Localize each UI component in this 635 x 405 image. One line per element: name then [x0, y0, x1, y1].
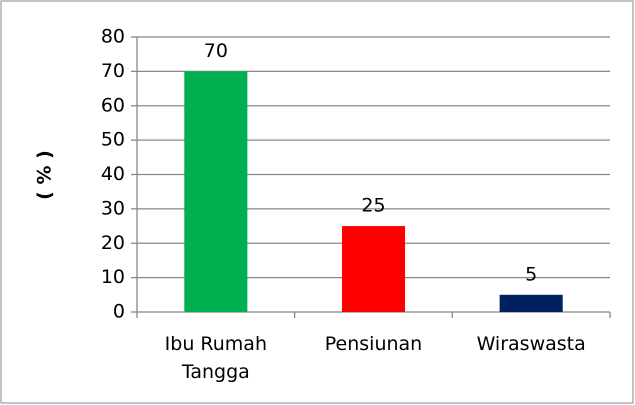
bar: [341, 226, 406, 312]
y-axis-label: ( % ): [34, 150, 56, 200]
y-tick-label: 40: [101, 163, 125, 185]
y-tick-label: 60: [101, 94, 125, 116]
data-label: 70: [204, 40, 228, 62]
x-tick-label: Ibu Rumah Tangga: [164, 333, 267, 383]
y-tick-label: 30: [101, 197, 125, 219]
data-label: 25: [361, 195, 385, 217]
y-tick-label: 20: [101, 232, 125, 254]
y-tick-label: 80: [101, 26, 125, 48]
y-tick-label: 50: [101, 129, 125, 151]
x-tick-label: Wiraswasta: [476, 333, 586, 355]
y-tick-label: 0: [113, 301, 125, 323]
x-tick-label: Pensiunan: [324, 333, 423, 355]
bar: [499, 294, 563, 312]
y-tick-label: 10: [101, 266, 125, 288]
bar: [184, 71, 248, 312]
data-label: 5: [525, 263, 537, 285]
y-tick-label: 70: [101, 60, 125, 82]
